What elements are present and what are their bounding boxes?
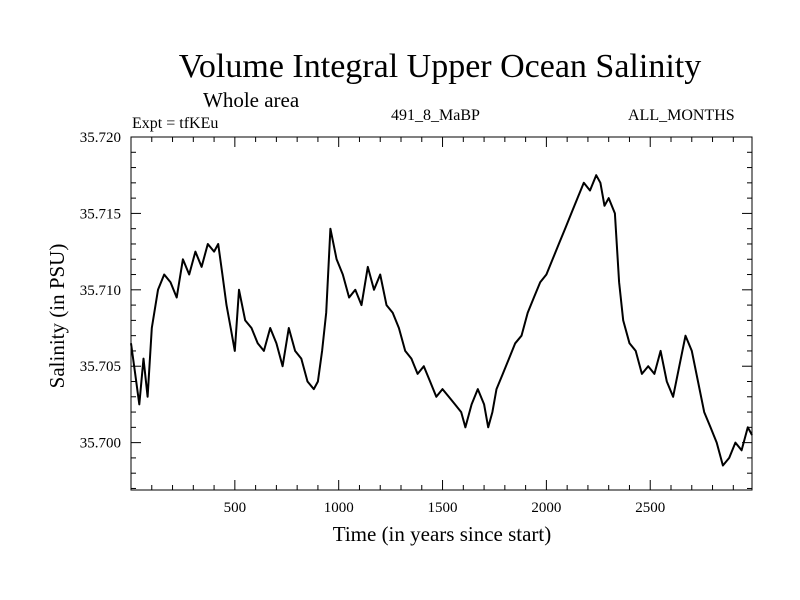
x-tick-label: 500 bbox=[224, 500, 247, 516]
y-tick-label: 35.705 bbox=[80, 359, 121, 375]
x-tick-label: 1000 bbox=[324, 500, 354, 516]
y-tick-label: 35.715 bbox=[80, 206, 121, 222]
x-axis-label: Time (in years since start) bbox=[333, 522, 552, 546]
plot-area: 500 1000 1500 2000 2500 35.700 35.705 35.710 35.… bbox=[80, 130, 753, 516]
y-tick-label: 35.720 bbox=[80, 130, 121, 146]
y-tick-label: 35.710 bbox=[80, 283, 121, 299]
x-tick-label: 2000 bbox=[531, 500, 561, 516]
months-label: ALL_MONTHS bbox=[628, 107, 735, 124]
experiment-label: Expt = tfKEu bbox=[132, 115, 219, 132]
x-tick-label: 2500 bbox=[635, 500, 665, 516]
x-tick-label: 1500 bbox=[428, 500, 458, 516]
chart-title: Volume Integral Upper Ocean Salinity bbox=[178, 48, 702, 85]
plot-frame bbox=[130, 136, 753, 491]
y-axis-label: Salinity (in PSU) bbox=[45, 244, 69, 389]
chart-subtitle: Whole area bbox=[203, 88, 300, 112]
salinity-series-line bbox=[130, 174, 753, 467]
run-id-label: 491_8_MaBP bbox=[391, 107, 480, 124]
y-tick-label: 35.700 bbox=[80, 436, 121, 452]
